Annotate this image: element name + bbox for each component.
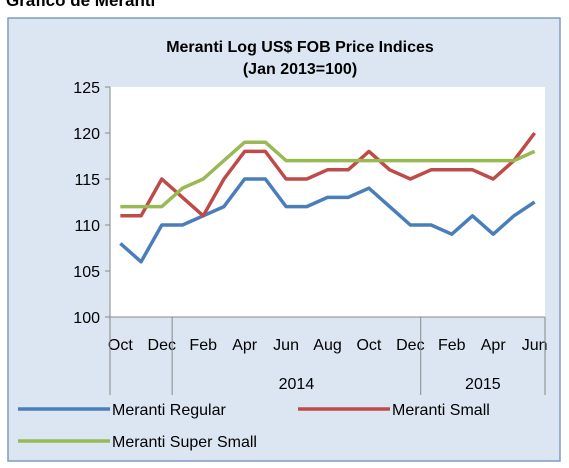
x-tick-label: Jun (273, 337, 299, 354)
y-tick-label: 125 (73, 80, 100, 97)
legend-label: Meranti Small (392, 402, 490, 419)
x-tick-label: Dec (396, 337, 424, 354)
page-heading: Gráfico de Meranti (6, 0, 155, 10)
series-line (120, 140, 536, 209)
x-tick-label: Aug (313, 337, 341, 354)
series-line (119, 177, 536, 264)
chart-subtitle: (Jan 2013=100) (243, 61, 357, 78)
x-group-label: 2014 (279, 376, 315, 393)
plot-area (110, 87, 545, 317)
x-tick-label: Oct (108, 337, 133, 354)
series-line (120, 131, 537, 218)
x-tick-label: Jun (522, 337, 548, 354)
y-tick-label: 110 (74, 218, 100, 235)
x-tick-label: Oct (356, 337, 381, 354)
x-tick-label: Dec (148, 337, 176, 354)
y-tick-label: 120 (73, 126, 100, 143)
chart-title: Meranti Log US$ FOB Price Indices (166, 39, 434, 56)
legend-label: Meranti Super Small (112, 434, 257, 451)
y-tick-label: 100 (73, 310, 100, 327)
y-tick-label: 115 (74, 172, 100, 189)
x-tick-label: Apr (481, 337, 507, 354)
x-group-label: 2015 (465, 376, 501, 393)
y-tick-label: 105 (73, 264, 100, 281)
x-tick-label: Feb (438, 337, 466, 354)
x-tick-label: Feb (189, 337, 217, 354)
x-tick-label: Apr (232, 337, 258, 354)
legend-label: Meranti Regular (112, 402, 227, 419)
